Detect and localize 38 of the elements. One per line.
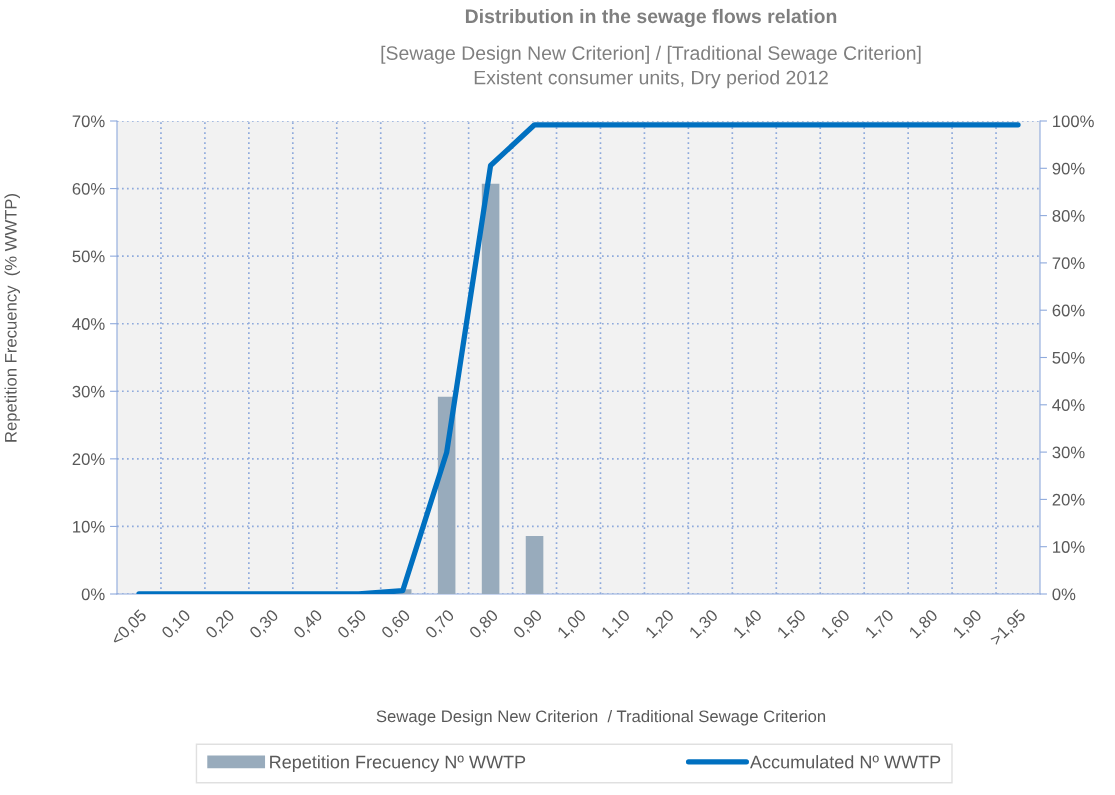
- y-tick-label: 30%: [72, 385, 105, 398]
- x-tick-label: 0,90: [512, 608, 545, 641]
- bar: [481, 183, 500, 594]
- x-tick-label: 1,10: [600, 608, 633, 640]
- x-tick-label: 0,70: [424, 608, 457, 641]
- y-axis-title: Repetition Frecuency (% WWTP): [4, 194, 20, 442]
- legend-label: Accumulated Nº WWTP: [750, 755, 941, 769]
- y-tick-label: 50%: [72, 250, 105, 263]
- y2-tick-label: 40%: [1052, 399, 1085, 411]
- y-tick-label: 10%: [73, 520, 105, 533]
- chart-subtitle: [Sewage Design New Criterion] / [Traditional Sewage Criterion] Existent consumer units, Dry period 2012: [381, 45, 921, 89]
- y2-tick-label: 30%: [1052, 446, 1085, 459]
- y2-tick-label: 50%: [1052, 351, 1085, 364]
- x-tick-label: 0,10: [160, 608, 193, 641]
- y2-tick-label: 70%: [1052, 257, 1085, 270]
- y2-tick-label: 10%: [1053, 541, 1085, 553]
- y-tick-label: 60%: [72, 182, 105, 195]
- legend-label: Repetition Frecuency Nº WWTP: [270, 755, 526, 772]
- x-axis-title: Sewage Design New Criterion / Traditional Sewage Criterion: [376, 710, 826, 726]
- x-tick-label: 0,80: [468, 608, 501, 641]
- y-tick-label: 70%: [72, 115, 105, 128]
- x-tick-label: 0,40: [292, 608, 325, 641]
- y-tick-label: 20%: [72, 453, 105, 466]
- chart-title: Distribution in the sewage flows relation: [465, 8, 837, 28]
- y2-tick-label: 90%: [1052, 162, 1085, 175]
- x-tick-label: 0,50: [336, 608, 369, 641]
- x-tick-label: 0,20: [204, 608, 237, 641]
- y2-tick-label: 80%: [1052, 210, 1085, 222]
- y-tick-label: 0%: [81, 588, 105, 601]
- bar: [525, 535, 544, 594]
- x-tick-label: 1,00: [556, 608, 589, 640]
- y2-tick-label: 60%: [1052, 304, 1085, 317]
- y2-tick-label: 0%: [1052, 588, 1076, 601]
- y2-tick-label: 20%: [1052, 493, 1085, 506]
- x-tick-label: 0,30: [248, 608, 281, 641]
- x-tick-label: 0,60: [380, 608, 413, 641]
- y-tick-label: 40%: [72, 318, 105, 330]
- y2-tick-label: 100%: [1053, 115, 1094, 128]
